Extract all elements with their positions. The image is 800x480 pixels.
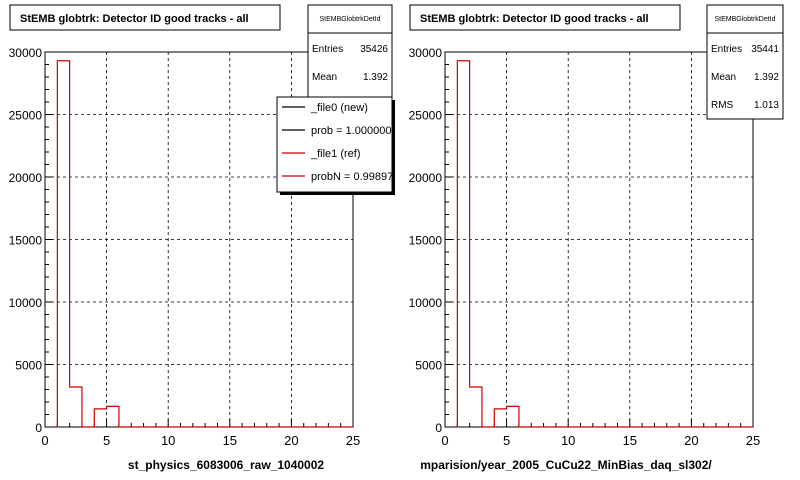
stats-value: 35441 (751, 44, 779, 55)
stats-value: 1.013 (754, 100, 779, 111)
stats-title: StEMBGlobtrkDetId (319, 16, 380, 23)
x-tick-label: 10 (161, 433, 175, 448)
stats-label: RMS (711, 100, 734, 111)
stats-label: Mean (711, 72, 736, 83)
histogram-line (456, 60, 753, 428)
y-tick-label: 30000 (409, 46, 443, 60)
x-axis-label: mparision/year_2005_CuCu22_MinBias_daq_s… (420, 458, 712, 472)
y-tick-label: 5000 (415, 359, 442, 373)
stats-value: 1.392 (363, 72, 388, 83)
x-tick-label: 20 (284, 433, 298, 448)
x-tick-label: 5 (503, 433, 510, 448)
histogram-line (56, 60, 353, 428)
y-tick-label: 10000 (409, 296, 443, 310)
x-tick-label: 15 (623, 433, 637, 448)
stats-title: StEMBGlobtrkDetId (714, 16, 775, 23)
chart-title: StEMB globtrk: Detector ID good tracks -… (420, 13, 649, 25)
y-tick-label: 25000 (409, 109, 443, 123)
y-tick-label: 20000 (409, 171, 443, 185)
y-tick-label: 0 (35, 421, 42, 435)
stats-value: 1.392 (754, 72, 779, 83)
legend-label: _file0 (new) (310, 102, 368, 114)
legend-label: _file1 (ref) (310, 148, 361, 160)
y-tick-label: 10000 (9, 296, 43, 310)
right-panel: 0 5 10 15 20 25 0 5000 10000 15000 20000 25000 30000… (409, 4, 784, 472)
x-tick-label: 5 (103, 433, 110, 448)
title-box (9, 4, 281, 31)
left-panel: 0 5 10 15 20 25 0 5000 10000 15000 20000 25000 30000… (9, 4, 395, 472)
x-tick-label: 0 (41, 433, 48, 448)
legend-label: prob = 1.000000 (311, 125, 391, 137)
y-tick-label: 0 (435, 421, 442, 435)
y-tick-label: 5000 (15, 359, 42, 373)
plot-frame (444, 51, 754, 428)
stats-label: Entries (312, 44, 343, 55)
x-tick-label: 15 (223, 433, 237, 448)
y-tick-label: 20000 (9, 171, 43, 185)
stats-label: Mean (312, 72, 337, 83)
stats-value: 35426 (360, 44, 388, 55)
legend-label: probN = 0.99897 (311, 171, 393, 183)
chart-title: StEMB globtrk: Detector ID good tracks -… (20, 13, 249, 25)
y-tick-label: 15000 (9, 234, 43, 248)
x-tick-label: 10 (561, 433, 575, 448)
stats-box (706, 4, 784, 120)
stats-box (307, 4, 393, 112)
x-tick-label: 0 (441, 433, 448, 448)
x-tick-label: 25 (746, 433, 760, 448)
y-tick-label: 30000 (9, 46, 43, 60)
x-tick-label: 20 (684, 433, 698, 448)
title-box (409, 4, 681, 31)
x-axis-label: st_physics_6083006_raw_1040002 (128, 458, 324, 472)
y-tick-label: 15000 (409, 234, 443, 248)
x-tick-label: 25 (346, 433, 360, 448)
y-tick-label: 25000 (9, 109, 43, 123)
stats-label: Entries (711, 44, 742, 55)
